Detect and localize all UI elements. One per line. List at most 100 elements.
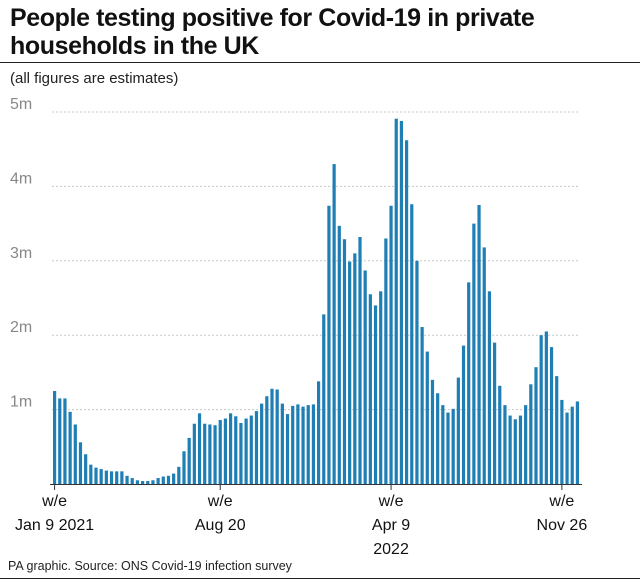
bar-72 [425, 351, 429, 484]
bar-43 [275, 389, 279, 484]
bars [52, 118, 580, 485]
bar-chart: 1m 2m 3m 4m 5m w/e Jan 9 2021 w/e Aug 20 w/e Apr … [10, 96, 588, 558]
bar-86 [498, 385, 502, 484]
bar-8 [94, 467, 98, 484]
x-tick-label-2-1: Apr 9 [372, 517, 410, 534]
bar-99 [565, 412, 569, 484]
bar-26 [187, 437, 191, 484]
bar-6 [84, 454, 88, 484]
title-divider [0, 62, 640, 63]
bar-69 [410, 204, 414, 485]
x-tick-label-2-2: 2022 [373, 541, 409, 558]
bar-45 [285, 414, 290, 484]
bar-79 [461, 345, 466, 484]
bar-2 [63, 398, 67, 484]
bar-3 [68, 411, 72, 484]
bar-10 [104, 470, 108, 484]
bar-46 [291, 405, 295, 484]
bar-40 [260, 403, 264, 484]
bar-1 [58, 398, 62, 484]
bar-80 [467, 282, 471, 484]
bar-36 [239, 422, 243, 484]
bar-16 [135, 480, 140, 484]
bar-60 [363, 270, 367, 484]
bar-51 [316, 381, 321, 484]
bar-78 [456, 377, 460, 484]
bar-100 [570, 406, 574, 484]
bar-22 [166, 475, 171, 484]
bar-34 [228, 413, 233, 484]
bar-87 [503, 405, 507, 484]
bar-53 [327, 205, 331, 484]
bar-93 [534, 367, 538, 484]
bar-92 [529, 384, 533, 484]
bar-32 [218, 420, 222, 484]
bar-97 [555, 376, 559, 484]
bar-9 [99, 469, 103, 484]
gridlines [52, 111, 580, 411]
bar-24 [177, 466, 181, 484]
bar-77 [451, 408, 455, 484]
bar-29 [203, 423, 207, 484]
bar-48 [301, 406, 305, 484]
bar-39 [254, 411, 259, 484]
bar-54 [332, 164, 336, 484]
bar-63 [379, 291, 383, 484]
bar-42 [270, 388, 274, 484]
y-tick-label-5m: 5m [10, 96, 32, 113]
y-tick-label-1m: 1m [10, 394, 32, 411]
x-tick-label-2-0: w/e [378, 493, 404, 510]
chart-title: People testing positive for Covid-19 in … [10, 4, 535, 60]
bar-75 [441, 405, 445, 484]
bar-30 [208, 424, 212, 484]
x-tick-label-1-0: w/e [207, 493, 233, 510]
bar-101 [575, 401, 580, 484]
bar-28 [197, 413, 202, 484]
bar-96 [549, 347, 554, 484]
bar-83 [482, 247, 486, 484]
y-axis-tick-labels: 1m 2m 3m 4m 5m [10, 96, 32, 411]
bar-44 [280, 403, 284, 484]
bar-0 [52, 391, 57, 484]
x-tick-label-0-1: Jan 9 2021 [15, 517, 94, 534]
bar-85 [492, 342, 497, 484]
bar-5 [78, 442, 83, 484]
bar-15 [130, 478, 134, 484]
bar-49 [306, 405, 310, 484]
bar-20 [156, 478, 160, 484]
bar-70 [415, 260, 419, 484]
bar-33 [223, 418, 228, 484]
bar-56 [342, 239, 347, 484]
bar-25 [182, 451, 186, 484]
bar-23 [172, 473, 176, 484]
bar-55 [337, 225, 341, 484]
bar-21 [161, 476, 165, 484]
bar-89 [513, 419, 517, 484]
bar-91 [524, 405, 528, 484]
bar-67 [399, 120, 404, 484]
bar-95 [544, 331, 548, 484]
bar-19 [151, 480, 155, 484]
bar-4 [73, 424, 77, 484]
bar-17 [140, 481, 145, 484]
bar-37 [244, 418, 248, 484]
bar-82 [477, 205, 481, 484]
x-tick-label-3-0: w/e [548, 493, 574, 510]
y-tick-label-2m: 2m [10, 319, 32, 336]
bar-11 [109, 471, 114, 484]
bar-88 [508, 415, 512, 484]
bar-14 [125, 475, 129, 484]
bar-71 [420, 327, 424, 484]
bar-74 [436, 393, 440, 484]
bar-18 [146, 481, 150, 484]
bar-90 [518, 415, 523, 484]
bar-13 [120, 471, 124, 484]
bar-7 [89, 464, 93, 484]
bar-31 [213, 425, 217, 484]
bar-66 [394, 118, 398, 485]
bar-38 [249, 415, 253, 484]
bar-58 [353, 253, 357, 484]
y-tick-label-3m: 3m [10, 245, 32, 262]
bar-27 [192, 423, 196, 484]
x-tick-label-3-1: Nov 26 [537, 517, 588, 534]
